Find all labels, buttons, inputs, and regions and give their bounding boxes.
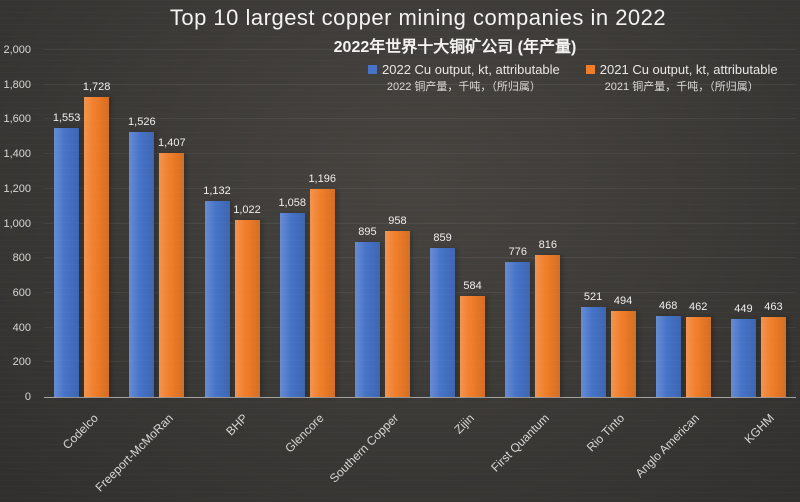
- bar-group: 521 494 Rio Tinto: [570, 50, 645, 454]
- bar-2022: 776: [505, 246, 531, 397]
- y-tick-label: 2,000: [3, 44, 31, 56]
- y-tick-label: 800: [12, 252, 31, 265]
- bar-2021: 1,196: [308, 173, 336, 397]
- bar-group: 895 958 Southern Copper: [327, 50, 420, 486]
- bar-2022: 1,058: [278, 197, 306, 397]
- gridline: [44, 257, 796, 259]
- bar-2022: 449: [730, 303, 756, 397]
- bar-2022: 468: [655, 300, 681, 397]
- legend-swatch-2021-icon: [585, 65, 595, 74]
- value-label-2022: 1,058: [278, 197, 306, 209]
- value-label-2022: 1,526: [128, 116, 156, 128]
- gridline: [44, 153, 796, 155]
- value-label-2021: 1,407: [158, 137, 186, 149]
- legend-label-2022: 2022 Cu output, kt, attributable: [382, 62, 560, 77]
- legend-item-2022: 2022 Cu output, kt, attributable 2022 铜产…: [368, 62, 560, 94]
- bar-group: 1,553 1,728 Codelco: [44, 50, 119, 452]
- bar-2021: 462: [685, 301, 711, 397]
- bar-2021: 1,728: [83, 81, 110, 397]
- bar-2021: 816: [535, 239, 561, 397]
- bar-2022: 1,132: [203, 185, 231, 397]
- value-label-2022: 1,132: [203, 185, 231, 197]
- legend-row-2022: 2022 Cu output, kt, attributable: [368, 62, 560, 77]
- category-label: Zijin: [451, 411, 477, 437]
- y-tick-label: 200: [12, 356, 31, 369]
- value-label-2021: 463: [764, 301, 783, 313]
- bar-2021: 958: [384, 215, 410, 397]
- value-label-2022: 776: [508, 246, 527, 258]
- y-tick-label: 400: [12, 321, 31, 334]
- value-label-2021: 494: [613, 295, 633, 307]
- chart-subtitle: 2022年世界十大铜矿公司 (年产量): [333, 39, 577, 56]
- category-label: Southern Copper: [326, 411, 402, 486]
- legend-item-2021: 2021 Cu output, kt, attributable 2021 铜产…: [585, 62, 778, 94]
- value-label-2021: 462: [689, 301, 708, 313]
- gridline: [44, 361, 796, 363]
- value-label-2021: 1,022: [233, 204, 261, 216]
- bar-2021: 584: [460, 280, 486, 397]
- legend: 2022 Cu output, kt, attributable 2022 铜产…: [368, 62, 778, 94]
- y-tick-label: 1,200: [3, 182, 31, 195]
- y-tick-label: 1,400: [3, 148, 31, 161]
- legend-sublabel-2021: 2021 铜产量，千吨，（所归属）: [604, 81, 759, 93]
- gridline: [44, 49, 796, 50]
- value-label-2021: 1,196: [308, 173, 336, 185]
- gridline: [44, 326, 796, 328]
- category-label: Rio Tinto: [583, 411, 627, 455]
- value-label-2021: 1,728: [82, 81, 111, 93]
- value-label-2021: 958: [388, 215, 407, 227]
- legend-label-2021: 2021 Cu output, kt, attributable: [599, 62, 778, 77]
- value-label-2022: 521: [583, 291, 603, 303]
- bar-2021: 1,407: [158, 137, 186, 397]
- value-label-2022: 449: [734, 303, 753, 315]
- legend-sublabel-2022: 2022 铜产量，千吨，（所归属）: [386, 81, 541, 93]
- bar-group: 1,058 1,196 Glencore: [270, 50, 345, 455]
- bar-group: 1,526 1,407 Freeport-McMoRan: [92, 50, 194, 494]
- y-axis-labels: 0 200 400 600 800 1,000 1,200 1,400 1,600 1,800 2,…: [0, 44, 38, 403]
- value-label-2022: 895: [358, 226, 377, 238]
- y-tick-label: 1,000: [3, 217, 31, 230]
- bar-group: 449 463 KGHM: [721, 50, 796, 446]
- y-tick-label: 1,600: [3, 113, 31, 126]
- bar-group: 859 584 Zijin: [420, 50, 495, 436]
- y-tick-label: 0: [24, 391, 31, 403]
- gridline: [44, 187, 796, 189]
- value-label-2022: 859: [433, 232, 452, 244]
- category-label: Glencore: [281, 411, 327, 456]
- bar-2022: 859: [430, 232, 456, 397]
- chart-title: Top 10 largest copper mining companies i…: [169, 5, 667, 30]
- category-label: Codelco: [59, 411, 101, 453]
- gridline: [44, 118, 796, 120]
- gridline: [44, 291, 796, 293]
- gridline: [44, 222, 796, 224]
- legend-row-2021: 2021 Cu output, kt, attributable: [585, 62, 778, 77]
- category-label: BHP: [223, 411, 251, 439]
- bar-2022: 521: [580, 291, 606, 397]
- bar-2022: 1,526: [128, 116, 156, 397]
- value-label-2022: 1,553: [52, 112, 81, 124]
- value-label-2021: 584: [463, 280, 482, 292]
- bar-group: 1,132 1,022 BHP: [194, 50, 269, 438]
- gridline: [44, 83, 796, 85]
- bar-group: 468 462 Anglo American: [633, 50, 721, 480]
- category-label: First Quantum: [488, 411, 552, 475]
- category-label: Freeport-McMoRan: [92, 411, 176, 495]
- value-label-2021: 816: [538, 239, 557, 251]
- y-tick-label: 600: [12, 286, 31, 299]
- bar-2021: 494: [610, 295, 636, 397]
- plot-area: 1,553 1,728 Codelco 1,526 1,407 Freeport-McMo…: [44, 49, 796, 494]
- category-label: Anglo American: [632, 411, 703, 481]
- bar-group: 776 816 First Quantum: [488, 50, 570, 475]
- legend-swatch-2022-icon: [368, 65, 377, 74]
- bar-2021: 463: [760, 301, 786, 397]
- category-label: KGHM: [741, 411, 778, 447]
- bar-2022: 1,553: [53, 112, 80, 397]
- bar-groups: 1,553 1,728 Codelco 1,526 1,407 Freeport-McMo…: [44, 50, 796, 494]
- bar-2021: 1,022: [233, 204, 261, 397]
- bar-2022: 895: [354, 226, 380, 397]
- y-tick-label: 1,800: [3, 78, 31, 91]
- value-label-2022: 468: [659, 300, 678, 312]
